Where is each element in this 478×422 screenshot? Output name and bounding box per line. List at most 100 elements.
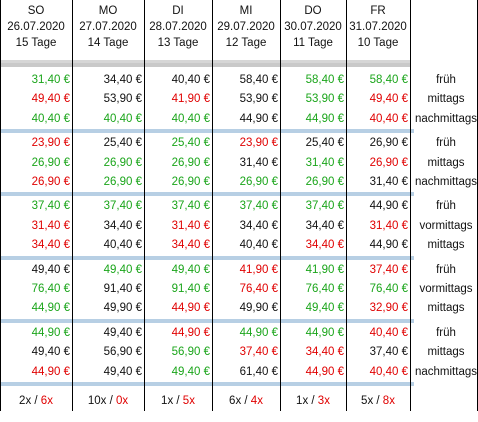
price-cell: 49,40 € (31, 93, 70, 105)
header-day: SO (27, 5, 45, 17)
column-header-so: SO 26.07.2020 15 Tage (0, 0, 72, 60)
time-label: früh (436, 200, 456, 212)
summary-count-black: 6x (229, 395, 242, 407)
price-cell: 58,40 € (305, 74, 344, 86)
table-row: 44,90 € 49,90 € 44,90 € 49,90 € 49,40 € 32,90… (0, 298, 478, 318)
summary-separator: / (308, 395, 318, 407)
column-divider (346, 0, 347, 411)
table-row: 49,40 € 53,90 € 41,90 € 53,90 € 53,90 € 49,40… (0, 89, 478, 109)
price-cell: 40,40 € (369, 366, 408, 378)
time-label: vormittags (419, 220, 473, 232)
price-cell: 49,40 € (369, 93, 408, 105)
price-cell: 41,90 € (239, 264, 278, 276)
time-label: nachmittags (414, 113, 477, 125)
column-header-mo: MO 27.07.2020 14 Tage (72, 0, 144, 60)
price-cell: 37,40 € (369, 346, 408, 358)
price-cell: 41,90 € (171, 93, 210, 105)
price-cell: 31,40 € (369, 176, 408, 188)
price-cell: 44,90 € (239, 327, 278, 339)
table-row: 37,40 € 37,40 € 37,40 € 37,40 € 37,40 € 44,90… (0, 196, 478, 216)
summary-count-red: 3x (317, 395, 330, 407)
price-cell: 34,40 € (31, 239, 70, 251)
price-cell: 26,90 € (369, 137, 408, 149)
summary-cell: 5x / 8x (346, 390, 410, 412)
summary-count-red: 8x (382, 395, 395, 407)
price-cell: 31,40 € (31, 74, 70, 86)
summary-cell: 2x / 6x (0, 390, 72, 412)
price-cell: 37,40 € (369, 264, 408, 276)
header-date: 26.07.2020 (7, 21, 65, 33)
price-cell: 56,90 € (103, 346, 142, 358)
group-separator (0, 382, 414, 386)
header-date: 29.07.2020 (217, 21, 275, 33)
price-cell: 44,90 € (305, 366, 344, 378)
price-cell: 44,90 € (171, 302, 210, 314)
header-days: 15 Tage (15, 37, 57, 49)
summary-count-red: 6x (40, 395, 53, 407)
summary-count-black: 10x (87, 395, 107, 407)
table-row: 44,90 € 49,40 € 49,40 € 61,40 € 44,90 € 40,40… (0, 362, 478, 382)
summary-count-red: 4x (250, 395, 263, 407)
group-separator (0, 192, 414, 196)
price-cell: 26,90 € (171, 157, 210, 169)
price-cell: 76,40 € (31, 283, 70, 295)
price-cell: 26,90 € (369, 157, 408, 169)
summary-separator: / (173, 395, 183, 407)
summary-count-black: 2x (19, 395, 32, 407)
time-label: mittags (427, 302, 465, 314)
price-cell: 53,90 € (103, 93, 142, 105)
price-cell: 26,90 € (171, 176, 210, 188)
time-label: früh (436, 137, 456, 149)
header-date: 27.07.2020 (79, 21, 137, 33)
header-days: 12 Tage (225, 37, 267, 49)
price-cell: 31,40 € (31, 220, 70, 232)
price-cell: 34,40 € (239, 220, 278, 232)
table-row: 34,40 € 40,40 € 34,40 € 40,40 € 34,40 € 44,90… (0, 235, 478, 255)
price-cell: 34,40 € (305, 346, 344, 358)
price-cell: 25,40 € (103, 137, 142, 149)
price-cell: 49,40 € (103, 366, 142, 378)
header-days: 10 Tage (357, 37, 399, 49)
table-row: 23,90 € 25,40 € 25,40 € 23,90 € 25,40 € 26,90… (0, 133, 478, 153)
price-cell: 32,90 € (369, 302, 408, 314)
price-cell: 26,90 € (103, 176, 142, 188)
price-cell: 44,90 € (171, 327, 210, 339)
column-divider (280, 0, 281, 411)
header-day: DO (304, 5, 322, 17)
price-cell: 44,90 € (305, 327, 344, 339)
table-row: 26,90 € 26,90 € 26,90 € 26,90 € 26,90 € 31,40… (0, 172, 478, 192)
price-cell: 41,90 € (305, 264, 344, 276)
price-cell: 37,40 € (305, 200, 344, 212)
column-header-mi: MI 29.07.2020 12 Tage (212, 0, 280, 60)
summary-cell: 1x / 3x (280, 390, 346, 412)
price-cell: 40,40 € (369, 327, 408, 339)
column-divider (212, 0, 213, 411)
header-days: 13 Tage (157, 37, 199, 49)
summary-cell: 6x / 4x (212, 390, 280, 412)
header-date: 28.07.2020 (149, 21, 207, 33)
column-divider (72, 0, 73, 411)
column-divider (0, 0, 1, 411)
price-cell: 34,40 € (103, 74, 142, 86)
price-cell: 49,40 € (31, 346, 70, 358)
header-day: DI (172, 5, 184, 17)
price-cell: 76,40 € (239, 283, 278, 295)
column-header-di: DI 28.07.2020 13 Tage (144, 0, 212, 60)
price-cell: 91,40 € (103, 283, 142, 295)
column-header-fr: FR 31.07.2020 10 Tage (346, 0, 410, 60)
price-cell: 31,40 € (305, 157, 344, 169)
table-row: 49,40 € 49,40 € 49,40 € 41,90 € 41,90 € 37,40… (0, 260, 478, 280)
price-cell: 37,40 € (239, 200, 278, 212)
price-cell: 76,40 € (369, 283, 408, 295)
table-row: 31,40 € 34,40 € 40,40 € 58,40 € 58,40 € 58,40… (0, 70, 478, 90)
table-row: 44,90 € 49,40 € 44,90 € 44,90 € 44,90 € 40,40… (0, 323, 478, 343)
header-date: 31.07.2020 (349, 21, 407, 33)
header-days: 11 Tage (293, 37, 333, 49)
table-row: 31,40 € 34,40 € 31,40 € 34,40 € 34,40 € 31,40… (0, 216, 478, 236)
price-cell: 26,90 € (239, 176, 278, 188)
summary-count-black: 1x (296, 395, 309, 407)
price-cell: 40,40 € (31, 113, 70, 125)
price-cell: 31,40 € (171, 220, 210, 232)
price-cell: 31,40 € (369, 220, 408, 232)
price-cell: 49,40 € (31, 264, 70, 276)
